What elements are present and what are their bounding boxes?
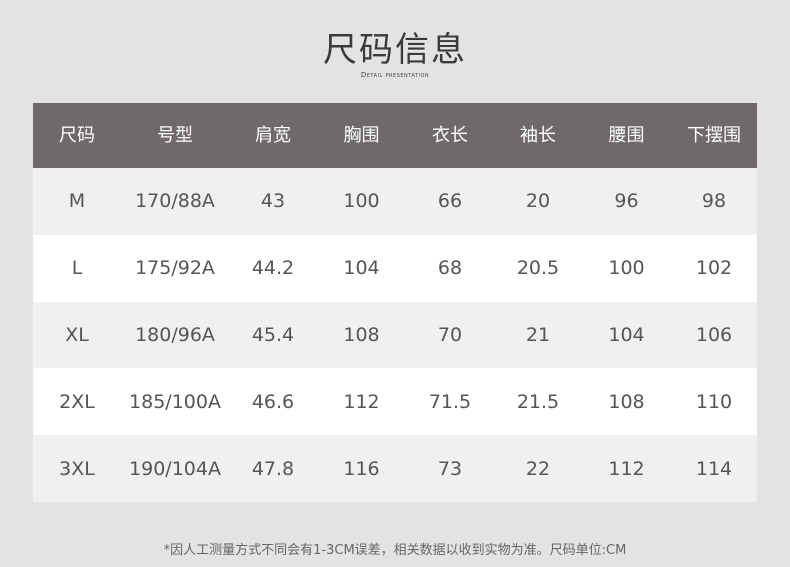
table-cell: 114	[695, 457, 733, 480]
table-row: XL 180/96A 45.4 108 70 21 104 106	[33, 301, 757, 369]
table-cell: 112	[343, 390, 380, 413]
table-cell: 46.6	[251, 390, 295, 413]
table-cell: 66	[437, 190, 463, 213]
page-title: 尺码信息	[323, 30, 467, 70]
table-cell: 68	[437, 257, 463, 280]
table-cell: 22	[525, 457, 551, 480]
column-header: 衣长	[432, 124, 468, 146]
table-cell: 112	[608, 457, 645, 480]
table-header: 尺码 号型 肩宽 胸围 衣长 袖长 腰围 下摆围	[33, 103, 757, 168]
table-row: M 170/88A 43 100 66 20 96 98	[33, 168, 757, 235]
table-row: L 175/92A 44.2 104 68 20.5 100 102	[33, 234, 757, 302]
table-cell: 170/88A	[135, 190, 215, 213]
table-cell: M	[68, 190, 86, 213]
size-table: 尺码 号型 肩宽 胸围 衣长 袖长 腰围 下摆围 M 170/88A 43 100 66 20 96 98 L 1…	[33, 103, 757, 502]
table-cell: 20.5	[516, 257, 560, 280]
table-cell: 104	[608, 323, 645, 346]
table-cell: 47.8	[251, 457, 295, 480]
table-cell: 45.4	[251, 323, 295, 346]
table-cell: 44.2	[251, 257, 295, 280]
table-cell: L	[71, 257, 83, 280]
table-cell: 108	[343, 323, 380, 346]
column-header: 尺码	[59, 124, 95, 146]
page-subtitle: Detail presentation	[360, 71, 430, 79]
table-cell: 175/92A	[135, 257, 215, 280]
table-row: 3XL 190/104A 47.8 116 73 22 112 114	[33, 435, 757, 502]
table-cell: 43	[260, 190, 286, 213]
table-cell: 116	[343, 457, 380, 480]
column-header: 肩宽	[255, 124, 291, 146]
column-header: 腰围	[608, 124, 645, 146]
table-cell: 70	[437, 323, 463, 346]
table-cell: 71.5	[428, 390, 472, 413]
table-cell: 190/104A	[129, 457, 221, 480]
table-cell: 21.5	[516, 390, 560, 413]
table-cell: 185/100A	[129, 390, 221, 413]
table-cell: 73	[437, 457, 463, 480]
table-cell: XL	[65, 323, 89, 346]
table-cell: 2XL	[59, 390, 95, 413]
column-header: 袖长	[520, 124, 556, 146]
table-cell: 180/96A	[135, 323, 215, 346]
table-cell: 96	[614, 190, 639, 213]
table-cell: 106	[695, 323, 733, 346]
table-cell: 104	[343, 257, 380, 280]
table-cell: 100	[608, 257, 645, 280]
table-cell: 21	[525, 323, 551, 346]
table-cell: 102	[695, 257, 733, 280]
measurement-note: *因人工测量方式不同会有1-3CM误差，相关数据以收到实物为准。尺码单位:CM	[163, 543, 627, 558]
column-header: 胸围	[343, 124, 380, 146]
table-cell: 20	[525, 190, 551, 213]
table-row: 2XL 185/100A 46.6 112 71.5 21.5 108 110	[33, 368, 757, 436]
table-cell: 3XL	[59, 457, 95, 480]
table-cell: 110	[695, 390, 733, 413]
column-header: 号型	[157, 124, 193, 146]
table-cell: 108	[608, 390, 645, 413]
column-header: 下摆围	[687, 124, 741, 146]
table-cell: 100	[343, 190, 380, 213]
table-cell: 98	[701, 190, 727, 213]
